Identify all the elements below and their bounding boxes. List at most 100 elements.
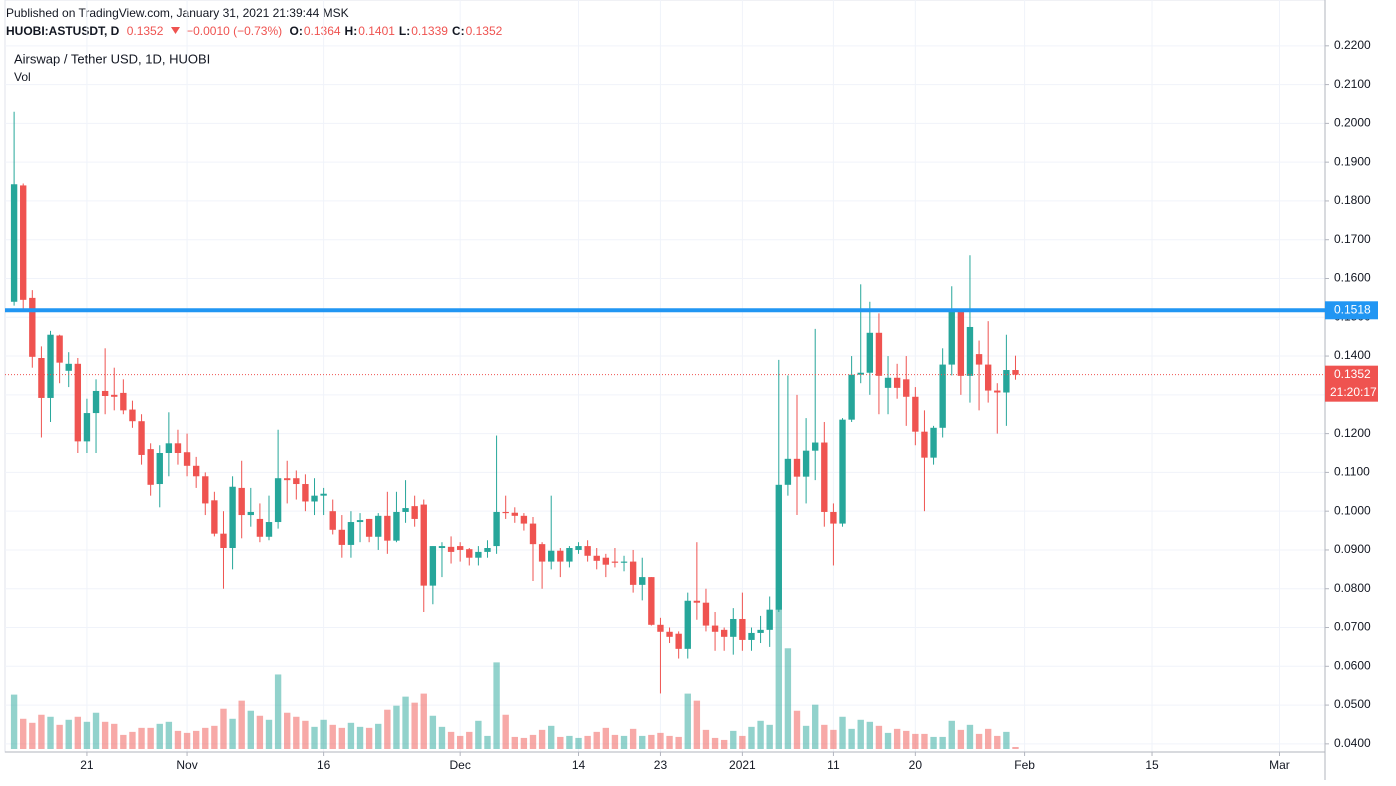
candle-body xyxy=(529,523,537,545)
candle-body xyxy=(229,486,236,549)
x-tick-label: 16 xyxy=(317,758,331,772)
y-tick-label: 0.1800 xyxy=(1334,193,1371,207)
volume-bar xyxy=(156,723,163,749)
candle-body xyxy=(720,629,728,637)
volume-bar xyxy=(639,735,646,749)
volume-bar xyxy=(411,702,418,749)
volume-bar xyxy=(65,719,72,749)
candle-body xyxy=(165,443,173,454)
candle-body xyxy=(584,546,591,556)
candle-body xyxy=(994,390,1001,393)
volume-bar xyxy=(675,736,682,749)
candle-body xyxy=(784,458,792,485)
candle-body xyxy=(256,518,264,537)
level-label: 0.1518 xyxy=(1334,302,1371,316)
volume-bar xyxy=(511,736,518,749)
volume-bar xyxy=(311,726,318,749)
candle-body xyxy=(1012,370,1019,375)
volume-bar xyxy=(720,739,728,749)
candle-body xyxy=(593,555,600,561)
candle-body xyxy=(866,332,874,373)
candle-body xyxy=(129,409,136,422)
y-tick-label: 0.0600 xyxy=(1334,658,1371,672)
candle-body xyxy=(966,326,974,376)
volume-bar xyxy=(356,726,364,749)
volume-bar xyxy=(538,729,546,749)
volume-bar xyxy=(566,735,573,749)
volume-bar xyxy=(711,737,719,749)
x-tick-label: 23 xyxy=(654,758,668,772)
candle-body xyxy=(365,518,373,537)
plot-frame xyxy=(4,0,1326,753)
volume-bar xyxy=(520,737,528,749)
candle-body xyxy=(329,511,336,530)
volume-bar xyxy=(256,715,264,749)
candle-body xyxy=(10,184,18,302)
candle-body xyxy=(948,309,955,365)
volume-bar xyxy=(620,735,628,749)
candle-body xyxy=(903,379,910,397)
x-tick-label: 20 xyxy=(909,758,923,772)
y-tick-label: 0.2100 xyxy=(1334,77,1371,91)
volume-bar xyxy=(648,734,655,749)
volume-bar xyxy=(702,729,710,749)
volume-bar xyxy=(456,735,464,749)
candle-body xyxy=(648,577,655,625)
x-tick-label: 21 xyxy=(80,758,94,772)
candle-body xyxy=(420,504,427,586)
volume-bar xyxy=(393,705,400,749)
y-tick-label: 0.0500 xyxy=(1334,697,1371,711)
volume-bar xyxy=(338,727,346,749)
volume-bar xyxy=(420,693,427,749)
candle-body xyxy=(393,511,400,541)
volume-bar xyxy=(912,733,919,749)
candle-body xyxy=(711,625,719,632)
volume-bar xyxy=(529,734,537,749)
candle-body xyxy=(220,533,227,549)
candle-body xyxy=(447,546,455,552)
volume-bar xyxy=(211,725,218,749)
candle-body xyxy=(602,557,610,565)
volume-bar xyxy=(611,734,619,749)
volume-bar xyxy=(475,720,482,749)
volume-bar xyxy=(730,730,737,749)
volume-bar xyxy=(884,732,892,749)
candle-body xyxy=(475,551,482,558)
volume-bar xyxy=(10,694,18,749)
candle-body xyxy=(839,419,846,524)
volume-bar xyxy=(939,736,946,749)
volume-bar xyxy=(111,723,118,749)
candle-body xyxy=(629,561,637,585)
volume-bar xyxy=(302,720,309,749)
symbol: HUOBI:ASTUSDT, D xyxy=(6,24,120,38)
volume-bar xyxy=(821,724,828,749)
y-tick-label: 0.1600 xyxy=(1334,271,1371,285)
y-tick-label: 0.0800 xyxy=(1334,581,1371,595)
volume-bar xyxy=(548,725,555,749)
volume-bar xyxy=(948,720,955,749)
volume-bar xyxy=(320,719,327,749)
candle-body xyxy=(766,609,773,630)
candle-body xyxy=(238,487,245,516)
y-tick-label: 0.0400 xyxy=(1334,736,1371,750)
volume-bar xyxy=(238,700,245,749)
volume-bar xyxy=(429,715,437,749)
x-tick-label: 15 xyxy=(1145,758,1159,772)
candle-body xyxy=(502,511,509,514)
volume-bar xyxy=(347,722,355,749)
candle-body xyxy=(211,500,218,534)
candle-body xyxy=(639,577,646,585)
volume-bar xyxy=(20,718,27,749)
candle-body xyxy=(666,631,673,637)
last-price: 0.1352 xyxy=(126,24,164,38)
volume-bar xyxy=(56,724,63,749)
volume-bar xyxy=(684,693,691,749)
candle-body xyxy=(611,561,619,563)
level-label-bg xyxy=(1325,301,1378,320)
candle-body xyxy=(684,600,691,649)
candle-body xyxy=(793,458,801,477)
volume-bar xyxy=(47,716,54,749)
candle-body xyxy=(456,546,464,550)
legend-volume: Vol xyxy=(14,70,31,84)
